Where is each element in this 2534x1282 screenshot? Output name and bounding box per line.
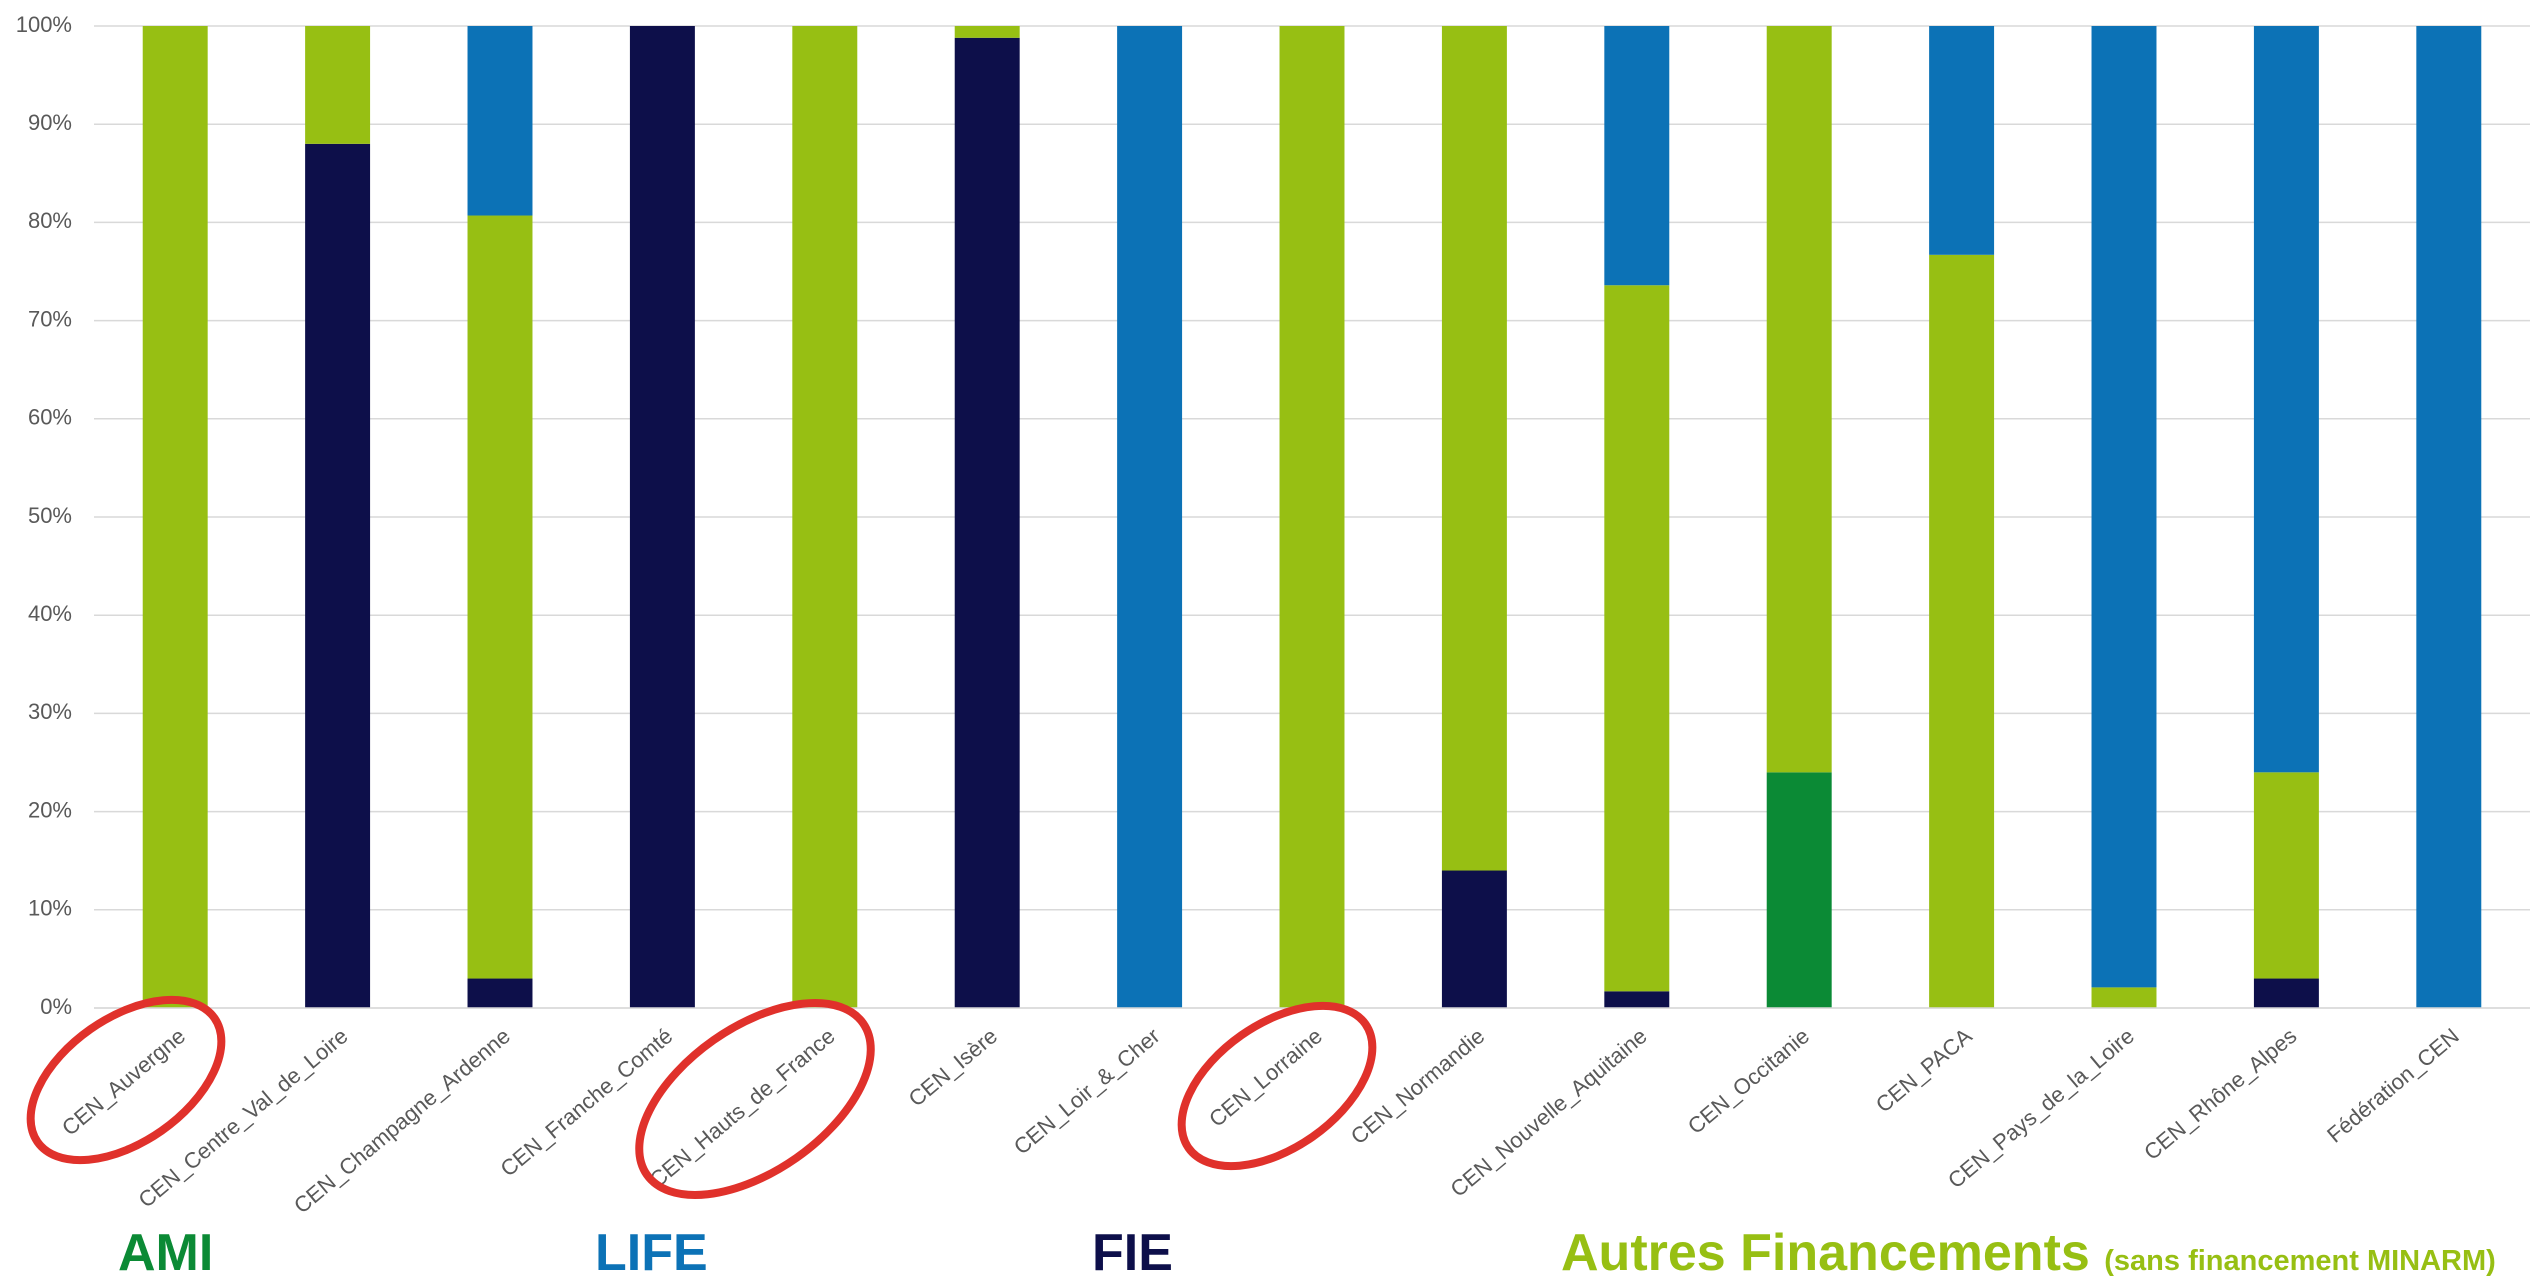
bar-segment <box>1929 254 1995 1008</box>
y-tick-label: 90% <box>28 110 72 135</box>
bar-segment <box>305 26 371 144</box>
bar-segment <box>1929 26 1995 255</box>
x-tick-label: CEN_Isère <box>904 1023 1002 1111</box>
y-tick-label: 10% <box>28 896 72 921</box>
bar-segment <box>629 26 695 1008</box>
x-tick-label: CEN_Occitanie <box>1683 1023 1814 1139</box>
bar-segment <box>1117 26 1183 1008</box>
bar-segment <box>1766 26 1832 773</box>
bar-segment <box>1279 26 1345 1008</box>
highlight-circle <box>1177 1001 1377 1171</box>
bar-segment <box>1604 285 1670 992</box>
y-tick-label: 20% <box>28 797 72 822</box>
y-tick-label: 70% <box>28 306 72 331</box>
x-tick-label: Fédération_CEN <box>2322 1023 2464 1147</box>
y-tick-label: 80% <box>28 208 72 233</box>
x-tick-label: CEN_PACA <box>1871 1023 1977 1118</box>
legend-note: (sans financement MINARM) <box>2104 1245 2496 1277</box>
legend-label: FIE <box>1092 1224 1173 1282</box>
legend-entry: LIFE <box>595 1224 708 1282</box>
bar-segment <box>2253 26 2319 773</box>
legend-entry: AMI <box>118 1224 213 1282</box>
bar-segment <box>305 143 371 1009</box>
y-tick-label: 30% <box>28 699 72 724</box>
bar-segment <box>792 26 858 1008</box>
x-tick-label: CEN_Hauts_de_France <box>645 1023 840 1192</box>
bar-segment <box>467 26 533 216</box>
x-tick-label: CEN_Pays_de_la_Loire <box>1943 1023 2139 1193</box>
plot: 0%10%20%30%40%50%60%70%80%90%100%CEN_Auv… <box>16 12 2530 1218</box>
y-tick-label: 0% <box>40 994 72 1019</box>
bar-segment <box>1604 991 1670 1008</box>
y-tick-label: 60% <box>28 405 72 430</box>
bar-segment <box>2253 978 2319 1008</box>
bar-segment <box>2091 987 2157 1008</box>
y-tick-label: 50% <box>28 503 72 528</box>
y-tick-label: 40% <box>28 601 72 626</box>
legend-label: AMI <box>118 1224 213 1282</box>
x-tick-label: CEN_Rhône_Alpes <box>2139 1023 2301 1165</box>
x-tick-label: CEN_Lorraine <box>1204 1023 1327 1132</box>
legend-entry: Autres Financements (sans financement MI… <box>1561 1224 2496 1282</box>
legend-entry: FIE <box>1092 1224 1173 1282</box>
legend-label: Autres Financements <box>1561 1224 2090 1282</box>
bar-segment <box>467 978 533 1008</box>
x-tick-label: CEN_Normandie <box>1346 1023 1489 1149</box>
bar-segment <box>1441 26 1507 871</box>
bar-segment <box>2416 26 2482 1008</box>
bar-segment <box>954 26 1020 38</box>
bar-segment <box>142 26 208 1008</box>
bar-segment <box>1604 26 1670 286</box>
highlight-circle <box>26 995 226 1165</box>
bar-segment <box>954 37 1020 1009</box>
highlight-circle <box>635 999 875 1199</box>
bar-segment <box>467 215 533 979</box>
bar-segment <box>1766 772 1832 1008</box>
x-tick-label: CEN_Loir_&_Cher <box>1009 1023 1165 1159</box>
bar-segment <box>2253 772 2319 979</box>
y-tick-label: 100% <box>16 12 72 37</box>
legend-label: LIFE <box>595 1224 708 1282</box>
bar-segment <box>1441 870 1507 1008</box>
bar-segment <box>2091 26 2157 988</box>
